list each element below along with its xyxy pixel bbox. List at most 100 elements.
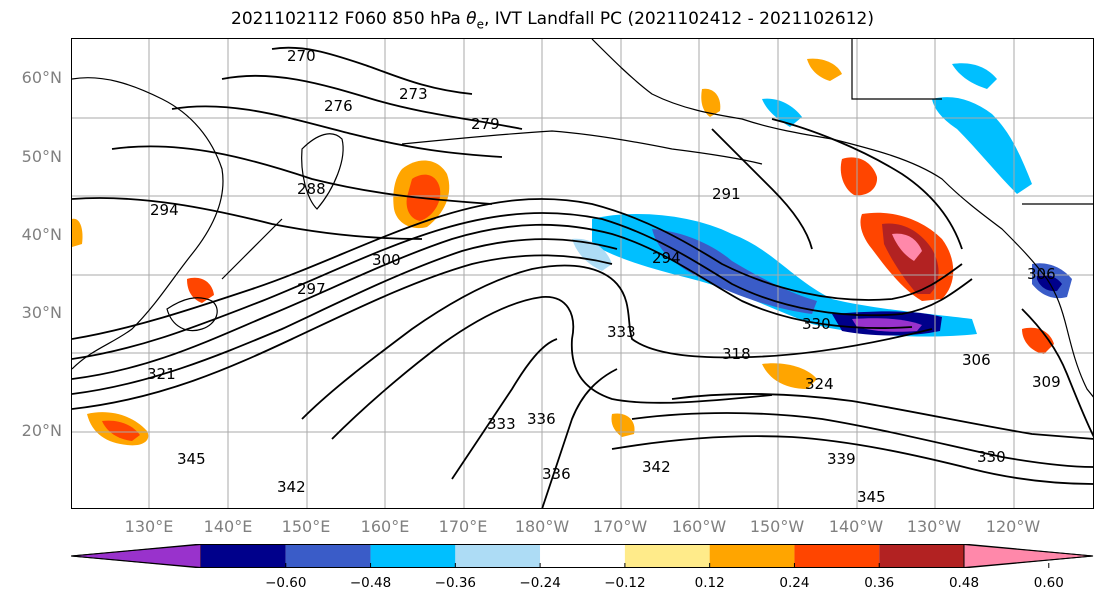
lat-label-50n: 50°N — [21, 147, 62, 166]
lat-label-30n: 30°N — [21, 303, 62, 322]
contour-label: 306 — [1027, 265, 1056, 283]
colorbar-cell — [71, 544, 202, 568]
contour-label: 291 — [712, 185, 741, 203]
colorbar-cell — [455, 544, 541, 568]
colorbar-cell — [540, 544, 625, 568]
contour-label: 294 — [150, 201, 179, 219]
contour-line — [331, 296, 773, 440]
positive-anomaly-region — [1022, 327, 1054, 354]
colorbar-tick-label: −0.36 — [434, 575, 477, 591]
contour-label: 306 — [962, 351, 991, 369]
lon-label-120w: 120°W — [985, 517, 1041, 536]
negative-anomaly-region — [952, 63, 997, 89]
contour-line — [72, 212, 973, 360]
contour-line — [72, 197, 423, 240]
contour-labels: 270 273 276 279 288 291 294 294 297 300 … — [147, 47, 1061, 506]
contour-label: 279 — [471, 115, 500, 133]
contour-line — [221, 74, 523, 130]
colorbar-tick-label: −0.12 — [604, 575, 646, 591]
contour-line — [72, 198, 963, 340]
lon-label-150w: 150°W — [749, 517, 805, 536]
lon-label-160e: 160°E — [360, 517, 410, 536]
contour-line — [72, 254, 613, 410]
colorbar-tick-label: 0.12 — [694, 575, 725, 591]
contour-line — [171, 105, 503, 158]
contour-label: 288 — [297, 180, 326, 198]
negative-anomaly-region — [762, 98, 802, 127]
lon-label-160w: 160°W — [671, 517, 727, 536]
contour-label: 330 — [802, 315, 831, 333]
contour-label: 345 — [177, 450, 206, 468]
asia-coastline — [72, 77, 224, 370]
theta-subscript: e — [476, 17, 484, 32]
kuril-islands — [221, 218, 283, 280]
lon-label-150e: 150°E — [281, 517, 331, 536]
positive-anomaly-region — [72, 218, 83, 247]
negative-anomaly-region — [572, 238, 612, 271]
contour-label: 342 — [642, 458, 671, 476]
contour-label: 273 — [399, 85, 428, 103]
colorbar-cells — [71, 544, 1094, 568]
lon-label-180w: 180°W — [514, 517, 570, 536]
colorbar-outline — [71, 544, 1094, 568]
colorbar-tick-label: −0.48 — [349, 575, 392, 591]
contour-label: 345 — [857, 488, 886, 506]
negative-anomaly-region — [652, 229, 817, 314]
colorbar-tick-label: −0.24 — [519, 575, 561, 591]
lat-label-40n: 40°N — [21, 225, 62, 244]
colorbar-tick-label: −0.60 — [265, 575, 307, 591]
map-title: 2021102112 F060 850 hPa θe, IVT Landfall… — [231, 9, 874, 32]
positive-anomaly-region — [762, 363, 817, 389]
coastlines — [72, 39, 1093, 398]
contour-label: 333 — [607, 323, 636, 341]
kamchatka-coastline — [301, 133, 344, 210]
contour-line — [451, 338, 558, 480]
contour-label: 300 — [372, 251, 401, 269]
lon-label-130e: 130°E — [124, 517, 174, 536]
theta-symbol: θ — [466, 9, 477, 29]
contour-label: 324 — [805, 375, 834, 393]
contour-line — [301, 264, 933, 420]
lon-label-130w: 130°W — [906, 517, 962, 536]
colorbar-tick-label: 0.36 — [864, 575, 895, 591]
contour-label: 330 — [977, 448, 1006, 466]
colorbar-cell — [879, 544, 964, 568]
contour-label: 342 — [277, 478, 306, 496]
contour-label: 276 — [324, 97, 353, 115]
colorbar-cell — [624, 544, 710, 568]
contour-line — [72, 238, 618, 395]
lon-label-140w: 140°W — [828, 517, 884, 536]
colorbar-cell — [963, 544, 1094, 568]
contour-label: 297 — [297, 280, 326, 298]
positive-anomaly-region — [892, 233, 922, 261]
graticule — [72, 39, 1093, 508]
colorbar-cell — [201, 544, 286, 568]
colorbar-tick-label: 0.60 — [1033, 575, 1064, 591]
contour-line — [111, 145, 493, 205]
colorbar — [71, 544, 1094, 568]
contour-label: 270 — [287, 47, 316, 65]
lat-label-60n: 60°N — [21, 68, 62, 87]
boundary-line — [851, 39, 942, 100]
contour-line — [711, 128, 813, 250]
colorbar-tick-label: 0.48 — [948, 575, 980, 591]
lat-label-20n: 20°N — [21, 421, 62, 440]
negative-anomaly-region — [932, 97, 1032, 194]
contour-label: 336 — [527, 410, 556, 428]
contour-line — [631, 412, 1093, 468]
contour-label: 336 — [542, 465, 571, 483]
contour-label: 318 — [722, 345, 751, 363]
contour-line — [1021, 308, 1093, 438]
contour-line — [771, 118, 963, 250]
theta-e-contours — [72, 46, 1093, 508]
contour-label: 333 — [487, 415, 516, 433]
shading-layer — [72, 58, 1072, 446]
positive-anomaly-region — [840, 157, 878, 196]
contour-label: 309 — [1032, 373, 1061, 391]
contour-line — [271, 46, 473, 95]
colorbar-cell — [794, 544, 880, 568]
lon-label-140e: 140°E — [203, 517, 253, 536]
map-panel[interactable]: 270 273 276 279 288 291 294 294 297 300 … — [71, 38, 1094, 509]
contour-line — [611, 435, 1093, 485]
contour-line — [671, 393, 1093, 440]
